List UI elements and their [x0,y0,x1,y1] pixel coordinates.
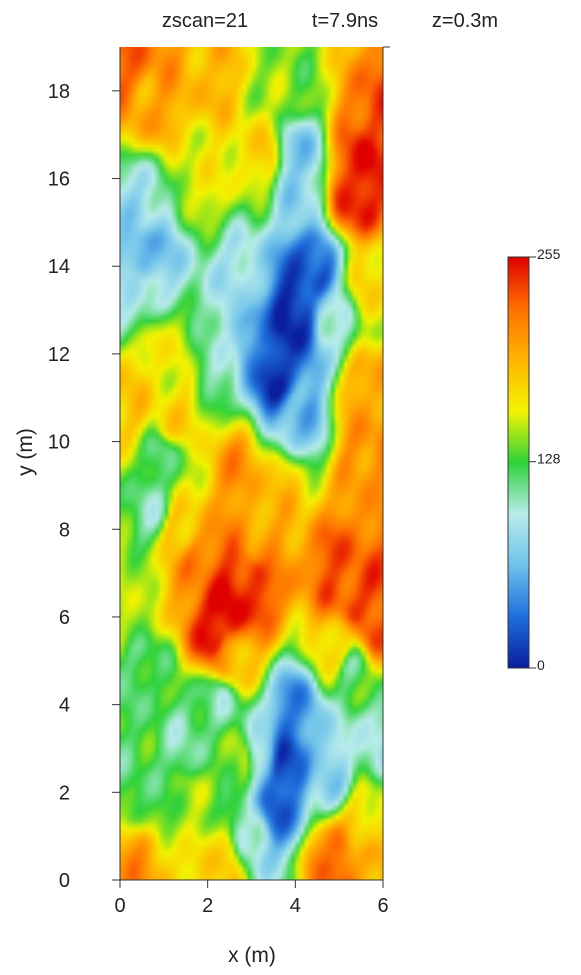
y-tick-label: 6 [59,607,70,629]
time-label: t=7.9ns [312,10,378,32]
colorbar-tick-label: 0 [537,657,545,673]
heatmap-image [120,47,383,880]
y-tick-label: 2 [59,782,70,804]
x-tick-label: 2 [202,895,213,917]
y-tick-label: 10 [48,432,70,454]
colorbar-tick-label: 255 [537,246,561,262]
y-tick-label: 12 [48,344,70,366]
zscan-label: zscan=21 [162,10,248,32]
x-axis-title: x (m) [228,944,276,967]
x-tick-label: 0 [114,895,125,917]
x-tick-label: 6 [377,895,388,917]
y-tick-label: 16 [48,169,70,191]
y-tick-label: 8 [59,519,70,541]
colorbar-ticks: 0 128 255 [529,246,561,673]
y-ticks: 0 2 4 6 8 10 12 14 16 18 [48,81,120,892]
heatmap-area [120,47,383,880]
y-tick-label: 4 [59,695,70,717]
colorbar [507,256,530,669]
x-tick-label: 4 [290,895,301,917]
y-tick-label: 14 [48,256,70,278]
depth-label: z=0.3m [432,10,498,32]
x-ticks: 0 2 4 6 [114,880,389,917]
y-tick-label: 0 [59,870,70,892]
y-tick-label: 18 [48,81,70,103]
y-axis-title: y (m) [14,428,37,476]
colorbar-tick-label: 128 [537,451,561,467]
